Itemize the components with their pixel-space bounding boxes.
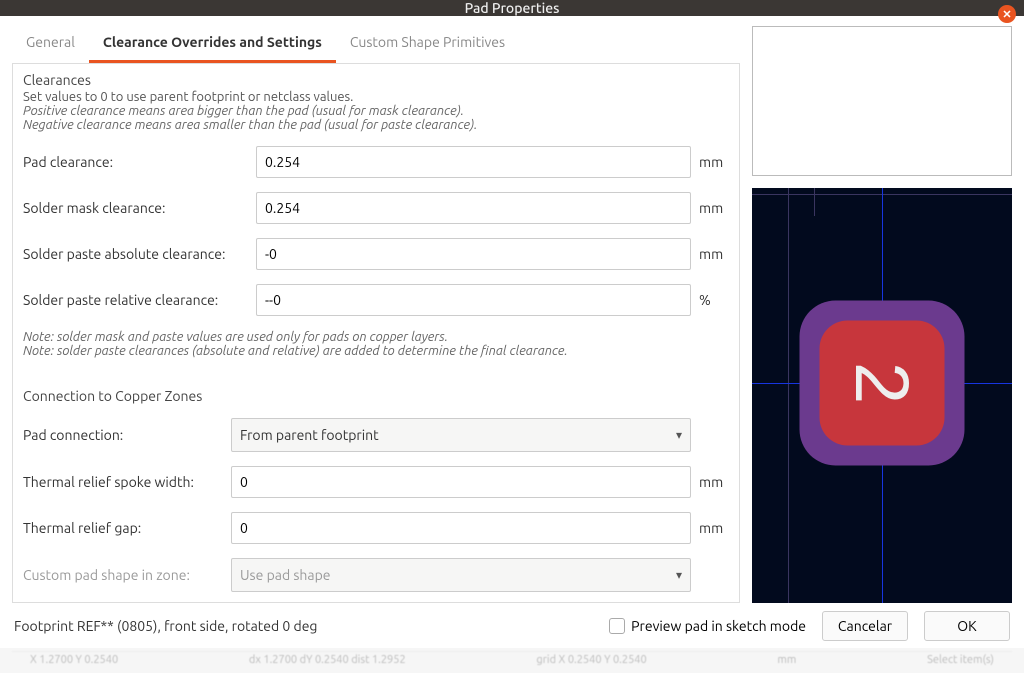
- label-pad-clearance: Pad clearance:: [23, 154, 248, 170]
- close-button[interactable]: ✕: [998, 5, 1016, 23]
- content-area: General Clearance Overrides and Settings…: [0, 16, 1024, 673]
- unit-paste-abs: mm: [699, 246, 729, 262]
- row-pad-connection: Pad connection: From parent footprint ▾: [23, 418, 729, 452]
- clearances-header: Clearances: [23, 72, 729, 88]
- row-spoke-width: Thermal relief spoke width: mm: [23, 466, 729, 498]
- chevron-down-icon: ▾: [676, 428, 682, 442]
- unit-pad-clearance: mm: [699, 154, 729, 170]
- label-spoke-width: Thermal relief spoke width:: [23, 474, 223, 490]
- footer-status: Footprint REF** (0805), front side, rota…: [14, 618, 593, 634]
- input-pad-clearance[interactable]: [256, 146, 691, 178]
- chevron-down-icon: ▾: [676, 568, 682, 582]
- note-copper-only: Note: solder mask and paste values are u…: [23, 330, 729, 344]
- clearances-neg-note: Negative clearance means area smaller th…: [23, 118, 729, 132]
- unit-paste-rel: %: [699, 292, 729, 308]
- titlebar: Pad Properties ✕: [0, 0, 1024, 16]
- clearances-hint: Set values to 0 to use parent footprint …: [23, 90, 729, 104]
- row-thermal-gap: Thermal relief gap: mm: [23, 512, 729, 544]
- window-title: Pad Properties: [465, 0, 560, 16]
- input-mask-clearance[interactable]: [256, 192, 691, 224]
- pad-preview-canvas[interactable]: 2: [752, 188, 1012, 603]
- footer: Footprint REF** (0805), front side, rota…: [0, 603, 1024, 651]
- select-pad-connection-value: From parent footprint: [240, 427, 379, 443]
- label-mask-clearance: Solder mask clearance:: [23, 200, 248, 216]
- close-icon: ✕: [1002, 8, 1011, 21]
- clearance-notes: Note: solder mask and paste values are u…: [23, 330, 729, 358]
- select-custom-shape-value: Use pad shape: [240, 567, 331, 583]
- row-custom-shape-zone: Custom pad shape in zone: Use pad shape …: [23, 558, 729, 592]
- label-thermal-gap: Thermal relief gap:: [23, 520, 223, 536]
- preview-sketch-label: Preview pad in sketch mode: [631, 618, 806, 634]
- right-column: 2: [752, 26, 1012, 603]
- background-statusbar: X 1.2700 Y 0.2540 dx 1.2700 dY 0.2540 di…: [12, 651, 1012, 671]
- grid-line: [814, 188, 815, 216]
- input-thermal-gap[interactable]: [231, 512, 691, 544]
- unit-thermal-gap: mm: [699, 520, 729, 536]
- ok-button[interactable]: OK: [924, 611, 1010, 641]
- input-paste-rel[interactable]: [256, 284, 691, 316]
- pad-number: 2: [839, 362, 926, 404]
- label-custom-shape-zone: Custom pad shape in zone:: [23, 567, 223, 583]
- layer-preview-box: [752, 26, 1012, 176]
- copper-header: Connection to Copper Zones: [23, 388, 729, 404]
- preview-sketch-toggle[interactable]: Preview pad in sketch mode: [609, 618, 806, 634]
- select-pad-connection[interactable]: From parent footprint ▾: [231, 418, 691, 452]
- checkbox-icon: [609, 618, 625, 634]
- tab-general[interactable]: General: [12, 26, 89, 63]
- row-paste-rel-clearance: Solder paste relative clearance: %: [23, 284, 729, 316]
- pad-inner-shape: 2: [820, 321, 945, 446]
- note-additive: Note: solder paste clearances (absolute …: [23, 344, 729, 358]
- clearances-pos-note: Positive clearance means area bigger tha…: [23, 104, 729, 118]
- label-pad-connection: Pad connection:: [23, 427, 223, 443]
- input-paste-abs[interactable]: [256, 238, 691, 270]
- tab-custom-shape[interactable]: Custom Shape Primitives: [336, 26, 519, 63]
- grid-line: [788, 188, 789, 603]
- row-paste-abs-clearance: Solder paste absolute clearance: mm: [23, 238, 729, 270]
- label-paste-rel: Solder paste relative clearance:: [23, 292, 248, 308]
- clearance-panel: Clearances Set values to 0 to use parent…: [12, 64, 740, 603]
- tabs: General Clearance Overrides and Settings…: [12, 26, 740, 64]
- main-row: General Clearance Overrides and Settings…: [0, 16, 1024, 603]
- select-custom-shape-zone: Use pad shape ▾: [231, 558, 691, 592]
- label-paste-abs: Solder paste absolute clearance:: [23, 246, 248, 262]
- input-spoke-width[interactable]: [231, 466, 691, 498]
- pad-properties-window: Pad Properties ✕ General Clearance Overr…: [0, 0, 1024, 648]
- cancel-button[interactable]: Cancelar: [822, 611, 908, 641]
- row-pad-clearance: Pad clearance: mm: [23, 146, 729, 178]
- tab-clearance[interactable]: Clearance Overrides and Settings: [89, 26, 336, 63]
- left-column: General Clearance Overrides and Settings…: [12, 26, 740, 603]
- unit-spoke-width: mm: [699, 474, 729, 490]
- unit-mask-clearance: mm: [699, 200, 729, 216]
- row-mask-clearance: Solder mask clearance: mm: [23, 192, 729, 224]
